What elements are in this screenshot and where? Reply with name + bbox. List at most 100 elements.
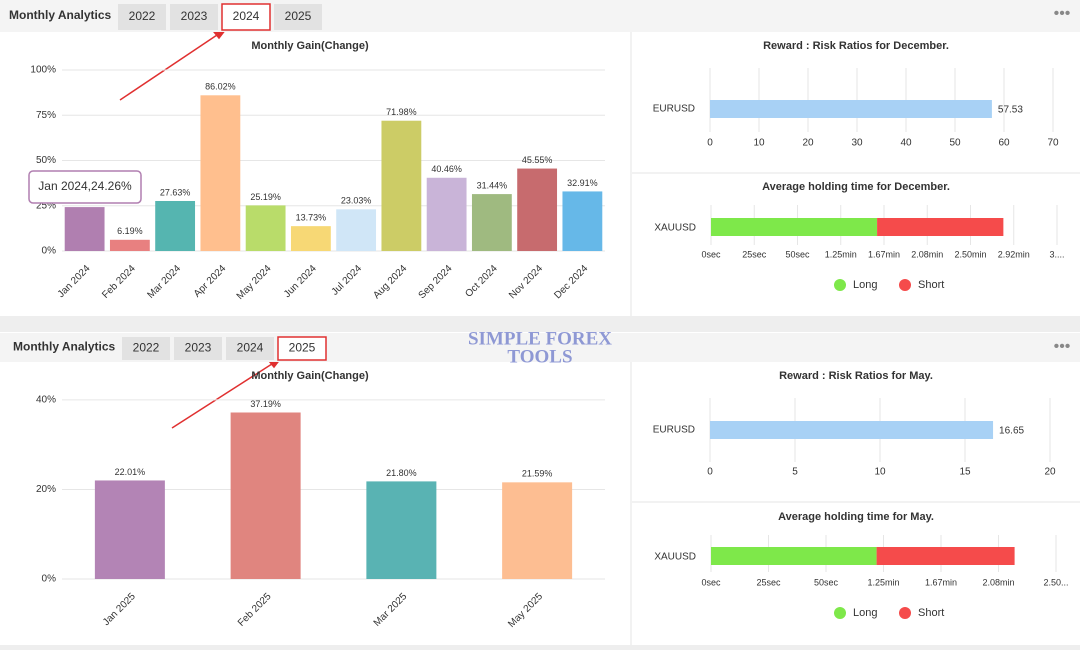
year-tab[interactable] <box>226 337 274 360</box>
bar <box>64 207 105 251</box>
bar <box>381 120 422 251</box>
bar <box>200 95 241 251</box>
bar <box>502 482 573 579</box>
year-tab[interactable] <box>174 337 222 360</box>
legend-label[interactable]: Short <box>918 279 944 291</box>
x-tick-label: 2.50... <box>1043 577 1068 587</box>
value-label: 32.91% <box>567 178 598 188</box>
bar <box>230 412 301 579</box>
year-tab[interactable] <box>277 336 327 361</box>
y-tick-label: 25% <box>36 200 56 211</box>
watermark: TOOLS <box>507 346 572 367</box>
panel <box>0 0 1080 316</box>
tooltip <box>28 170 142 204</box>
x-tick-label: 50 <box>949 138 961 149</box>
chart-title: Monthly Gain(Change) <box>251 40 369 52</box>
x-tick-label: 15 <box>959 467 971 478</box>
value-label: 6.19% <box>117 226 143 236</box>
tooltip-text: Jan 2024,24.26% <box>38 179 132 193</box>
year-tab-label[interactable]: 2023 <box>185 341 212 355</box>
bar <box>517 168 558 251</box>
legend-swatch[interactable] <box>834 279 846 291</box>
x-tick-label: 30 <box>851 138 863 149</box>
y-tick-label: 50% <box>36 155 56 166</box>
bar-segment <box>876 547 1015 565</box>
chart-title: Reward : Risk Ratios for December. <box>763 40 949 52</box>
year-tab-label[interactable]: 2023 <box>181 9 208 23</box>
more-menu[interactable]: ••• <box>1054 5 1071 22</box>
y-category-label: XAUUSD <box>654 552 696 563</box>
y-category-label: EURUSD <box>653 104 695 115</box>
year-tab-label[interactable]: 2025 <box>289 341 316 355</box>
x-tick-label: 25sec <box>742 249 767 259</box>
bar <box>426 177 467 251</box>
panel-title: Monthly Analytics <box>9 8 112 22</box>
x-tick-label: 2.08min <box>911 249 943 259</box>
more-menu[interactable]: ••• <box>1054 338 1071 355</box>
year-tab[interactable] <box>122 337 170 360</box>
value-label: 23.03% <box>341 196 372 206</box>
bar <box>245 205 286 251</box>
x-tick-label: 10 <box>753 138 765 149</box>
x-tick-label: 10 <box>874 467 886 478</box>
x-tick-label: 0 <box>707 138 713 149</box>
y-tick-label: 75% <box>36 110 56 121</box>
value-label: 21.80% <box>386 468 417 478</box>
value-label: 13.73% <box>296 213 327 223</box>
x-tick-label: 3.... <box>1049 249 1064 259</box>
y-tick-label: 100% <box>30 65 56 76</box>
value-label: 25.19% <box>250 192 281 202</box>
bar <box>336 209 377 251</box>
bar-segment <box>711 547 877 565</box>
bar <box>710 100 992 118</box>
legend-swatch[interactable] <box>899 607 911 619</box>
value-label: 37.19% <box>250 399 281 409</box>
y-tick-label: 40% <box>36 395 56 406</box>
legend-swatch[interactable] <box>834 607 846 619</box>
value-label: 22.01% <box>115 467 146 477</box>
legend-label[interactable]: Long <box>853 279 877 291</box>
year-tab-label[interactable]: 2024 <box>237 341 264 355</box>
value-label: 16.65 <box>999 426 1024 437</box>
year-tab-label[interactable]: 2022 <box>129 9 156 23</box>
year-tab[interactable] <box>170 4 218 30</box>
bar <box>562 191 603 251</box>
y-category-label: EURUSD <box>653 425 695 436</box>
bar <box>710 421 994 439</box>
x-tick-label: 40 <box>900 138 912 149</box>
year-tab[interactable] <box>274 4 322 30</box>
value-label: 45.55% <box>522 155 553 165</box>
x-tick-label: 60 <box>998 138 1010 149</box>
x-tick-label: 1.25min <box>867 577 899 587</box>
panel-title: Monthly Analytics <box>13 340 116 354</box>
value-label: 27.63% <box>160 187 191 197</box>
year-tab-label[interactable]: 2025 <box>285 9 312 23</box>
year-tab-label[interactable]: 2022 <box>133 341 160 355</box>
x-tick-label: 20 <box>802 138 814 149</box>
legend-label[interactable]: Long <box>853 607 877 619</box>
year-tab[interactable] <box>118 4 166 30</box>
y-category-label: XAUUSD <box>654 223 696 234</box>
value-label: 86.02% <box>205 82 236 92</box>
bar <box>471 194 512 251</box>
legend-label[interactable]: Short <box>918 607 944 619</box>
chart-title: Average holding time for December. <box>762 181 950 193</box>
value-label: 57.53 <box>998 105 1023 116</box>
x-tick-label: 50sec <box>814 577 839 587</box>
year-tab-label[interactable]: 2024 <box>233 9 260 23</box>
legend-swatch[interactable] <box>899 279 911 291</box>
bar <box>109 239 150 251</box>
bar <box>94 480 165 579</box>
x-tick-label: 2.08min <box>982 577 1014 587</box>
watermark: SIMPLE FOREX <box>468 328 612 349</box>
chart-title: Reward : Risk Ratios for May. <box>779 370 933 382</box>
value-label: 31.44% <box>477 180 508 190</box>
bar <box>366 481 437 579</box>
x-tick-label: 50sec <box>785 249 810 259</box>
value-label: 71.98% <box>386 107 417 117</box>
x-tick-label: 2.92min <box>998 249 1030 259</box>
value-label: 40.46% <box>431 164 462 174</box>
x-tick-label: 5 <box>792 467 798 478</box>
year-tab[interactable] <box>221 3 271 31</box>
